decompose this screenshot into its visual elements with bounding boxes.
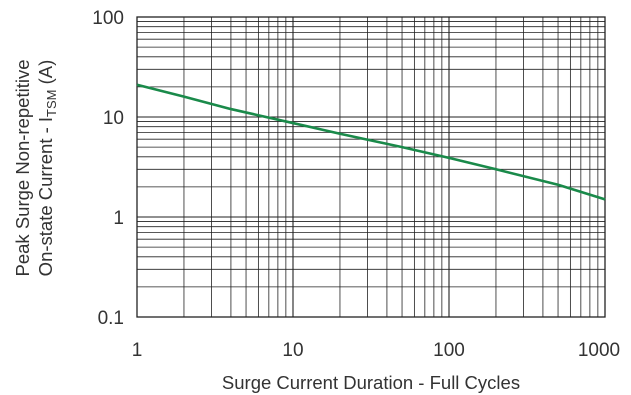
x-tick-labels: 1 10 100 1000 xyxy=(132,340,620,361)
grid-lines xyxy=(137,17,605,317)
y-axis-title-line1: Peak Surge Non-repetitive xyxy=(12,60,33,277)
y-axis-title-subscript: TSM xyxy=(44,90,59,117)
x-tick-label-10: 10 xyxy=(282,340,303,361)
x-axis-title: Surge Current Duration - Full Cycles xyxy=(222,372,520,393)
x-tick-label-1: 1 xyxy=(132,340,143,361)
x-tick-label-1000: 1000 xyxy=(578,340,620,361)
y-axis-title-line2: On-state Current - ITSM (A) xyxy=(35,60,59,277)
y-tick-labels: 100 10 1 0.1 xyxy=(92,8,124,329)
series-group xyxy=(136,83,606,201)
series-line-0 xyxy=(136,83,606,201)
y-tick-label-0.1: 0.1 xyxy=(98,308,124,329)
y-axis-title-suffix: (A) xyxy=(35,60,56,90)
y-tick-label-100: 100 xyxy=(92,8,124,29)
plot-frame xyxy=(136,16,606,318)
y-tick-label-10: 10 xyxy=(103,108,124,129)
x-tick-label-100: 100 xyxy=(433,340,465,361)
y-tick-label-1: 1 xyxy=(113,208,124,229)
y-axis-title-prefix: On-state Current - I xyxy=(35,117,56,276)
